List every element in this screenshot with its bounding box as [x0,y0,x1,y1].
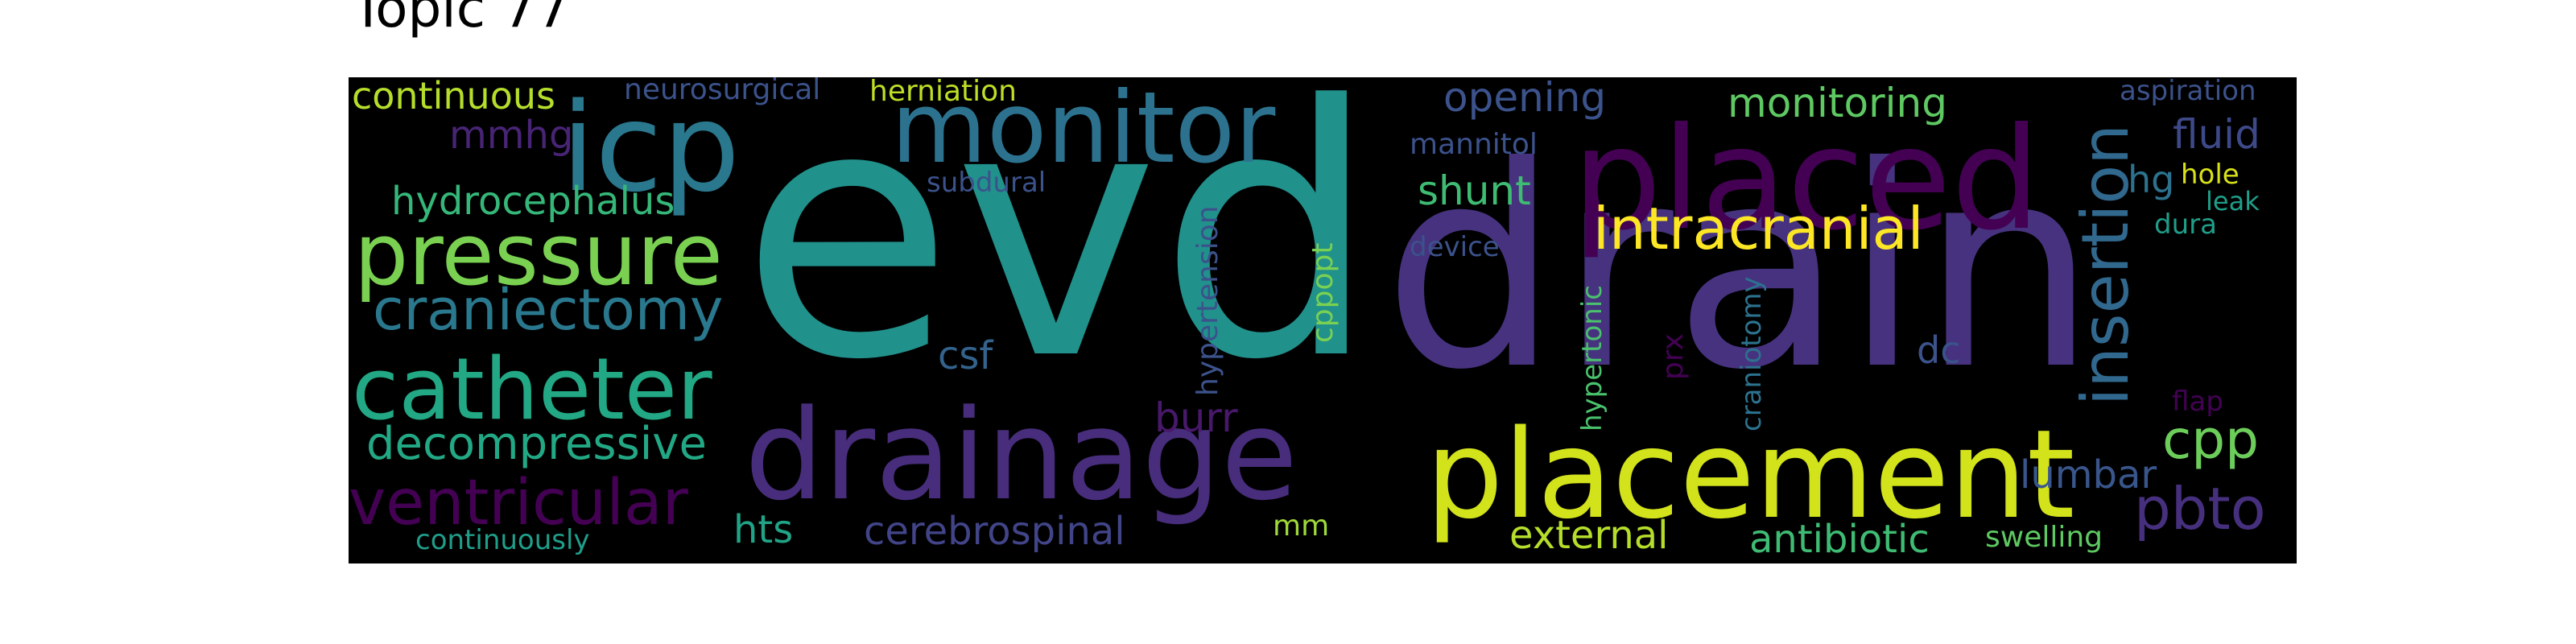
word-evd: evd [741,77,1378,436]
word-csf: csf [938,333,993,378]
word-external: external [1509,513,1669,558]
word-placement: placement [1426,403,2075,546]
word-monitoring: monitoring [1728,80,1947,126]
word-hypertonic: hypertonic [1576,285,1608,431]
word-icp: icp [561,77,741,219]
word-cppopt: cppopt [1307,242,1340,344]
word-hydrocephalus: hydrocephalus [391,179,675,224]
word-placed: placed [1572,98,2041,262]
word-pressure: pressure [354,205,723,304]
word-hole: hole [2181,159,2240,191]
word-ventricular: ventricular [349,467,688,539]
word-fluid: fluid [2173,111,2260,158]
word-decompressive: decompressive [366,418,707,470]
word-flap: flap [2172,386,2223,418]
word-subdural: subdural [927,167,1046,199]
word-opening: opening [1443,77,1607,121]
word-pbto: pbto [2134,475,2266,543]
word-drain: drain [1383,108,2097,431]
figure-title: Topic 77 [352,0,570,39]
word-burr: burr [1154,394,1238,441]
word-craniectomy: craniectomy [373,277,724,343]
word-monitor: monitor [891,77,1276,185]
word-dc: dc [1917,328,1961,372]
word-prx: prx [1657,333,1690,380]
word-herniation: herniation [869,77,1017,108]
word-mm: mm [1273,510,1330,543]
word-swelling: swelling [1985,521,2103,554]
word-lumbar: lumbar [2020,452,2157,497]
word-mannitol: mannitol [1410,128,1538,161]
word-device: device [1410,231,1500,263]
word-cerebrospinal: cerebrospinal [864,509,1125,554]
word-leak: leak [2206,186,2260,217]
word-mmhg: mmhg [449,113,574,158]
word-drainage: drainage [745,382,1298,528]
word-aspiration: aspiration [2120,77,2256,107]
word-dura: dura [2154,208,2217,241]
word-hts: hts [733,507,794,552]
word-neurosurgical: neurosurgical [624,77,821,106]
word-continuous: continuous [352,77,555,118]
word-intracranial: intracranial [1593,195,1924,262]
word-catheter: catheter [352,340,712,439]
word-hg: hg [2128,158,2175,201]
word-continuously: continuously [415,524,590,556]
word-craniotomy: craniotomy [1736,276,1768,431]
word-cpp: cpp [2162,409,2260,471]
word-antibiotic: antibiotic [1749,517,1930,562]
word-cloud: evd drain placed monitor icp drainage pl… [349,77,2297,564]
word-shunt: shunt [1418,167,1531,214]
word-hypertension: hypertension [1191,205,1224,396]
